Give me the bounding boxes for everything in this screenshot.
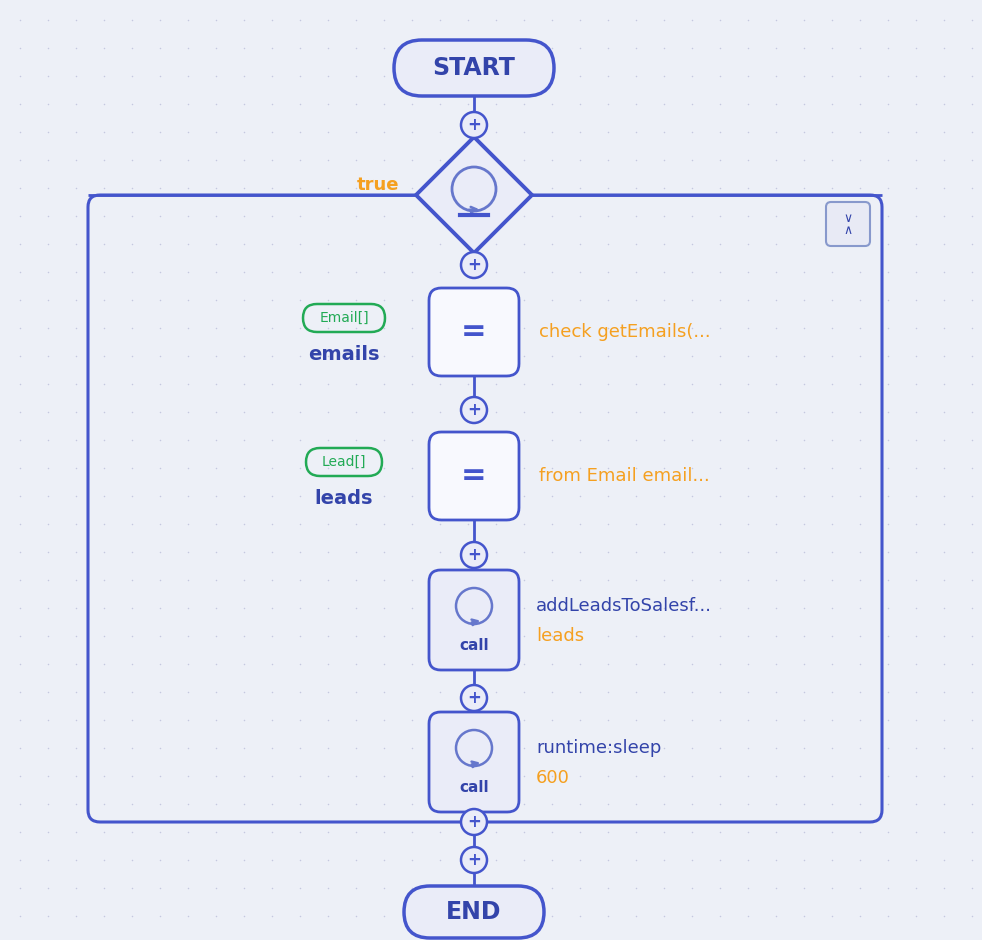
Text: ∨: ∨: [844, 212, 852, 226]
Text: addLeadsToSalesf...: addLeadsToSalesf...: [536, 597, 712, 615]
Text: =: =: [462, 462, 487, 491]
Text: call: call: [460, 780, 489, 795]
Text: 600: 600: [536, 769, 570, 787]
FancyBboxPatch shape: [429, 432, 519, 520]
FancyBboxPatch shape: [394, 40, 554, 96]
Text: Lead[]: Lead[]: [322, 455, 366, 469]
Circle shape: [461, 252, 487, 278]
Text: =: =: [462, 318, 487, 347]
Text: check getEmails(...: check getEmails(...: [539, 323, 711, 341]
FancyBboxPatch shape: [429, 288, 519, 376]
Text: leads: leads: [536, 627, 584, 645]
Text: +: +: [467, 689, 481, 707]
Text: +: +: [467, 851, 481, 869]
Circle shape: [461, 685, 487, 711]
Text: leads: leads: [315, 489, 373, 508]
Text: runtime:sleep: runtime:sleep: [536, 739, 661, 757]
Polygon shape: [416, 137, 532, 253]
Text: +: +: [467, 256, 481, 274]
Circle shape: [461, 112, 487, 138]
Text: END: END: [446, 900, 502, 924]
FancyBboxPatch shape: [404, 886, 544, 938]
Circle shape: [461, 397, 487, 423]
FancyBboxPatch shape: [429, 570, 519, 670]
Circle shape: [461, 542, 487, 568]
Text: call: call: [460, 638, 489, 653]
FancyBboxPatch shape: [826, 202, 870, 246]
Text: +: +: [467, 813, 481, 831]
Text: from Email email...: from Email email...: [539, 467, 710, 485]
Text: +: +: [467, 546, 481, 564]
FancyBboxPatch shape: [429, 712, 519, 812]
Text: Email[]: Email[]: [319, 311, 369, 325]
Text: +: +: [467, 116, 481, 134]
Text: +: +: [467, 401, 481, 419]
Circle shape: [461, 847, 487, 873]
Text: emails: emails: [308, 344, 380, 364]
Circle shape: [461, 809, 487, 835]
Text: true: true: [356, 176, 399, 194]
Text: ∧: ∧: [844, 224, 852, 237]
Text: START: START: [432, 56, 516, 80]
